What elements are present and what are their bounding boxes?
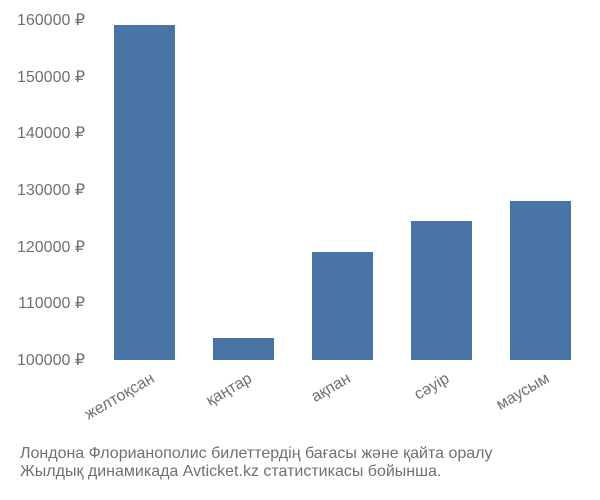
x-tick-label: сәуір <box>411 370 452 404</box>
caption-line: Лондона Флорианополис билеттердің бағасы… <box>20 445 600 463</box>
x-tick-label: желтоқсан <box>82 370 158 424</box>
bar <box>510 201 571 360</box>
y-axis: 100000 ₽110000 ₽120000 ₽130000 ₽140000 ₽… <box>0 20 85 360</box>
x-axis: желтоқсанқаңтарақпансәуірмаусым <box>95 360 590 440</box>
bar <box>411 221 472 360</box>
caption-line: Жылдық динамикада Avticket.kz статистика… <box>20 463 600 481</box>
x-tick-label: маусым <box>493 370 552 415</box>
bar <box>114 25 175 360</box>
y-tick-label: 150000 ₽ <box>17 67 85 87</box>
y-tick-label: 160000 ₽ <box>17 10 85 30</box>
x-tick-label: ақпан <box>308 370 354 407</box>
bar <box>312 252 373 360</box>
price-bar-chart: 100000 ₽ 110000 ₽ 120000 ₽ 130000 ₽ 140000 ₽… <box>0 0 600 500</box>
x-tick-label: қаңтар <box>203 370 255 410</box>
y-tick-label: 130000 ₽ <box>17 180 85 200</box>
chart-caption: Лондона Флорианополис билеттердің бағасы… <box>20 445 600 481</box>
y-tick-label: 140000 ₽ <box>17 123 85 143</box>
y-tick-label: 110000 ₽ <box>18 293 85 313</box>
bar <box>213 338 274 360</box>
y-tick-label: 120000 ₽ <box>17 237 85 257</box>
y-tick-label: 100000 ₽ <box>17 350 85 370</box>
plot-area <box>95 20 590 360</box>
